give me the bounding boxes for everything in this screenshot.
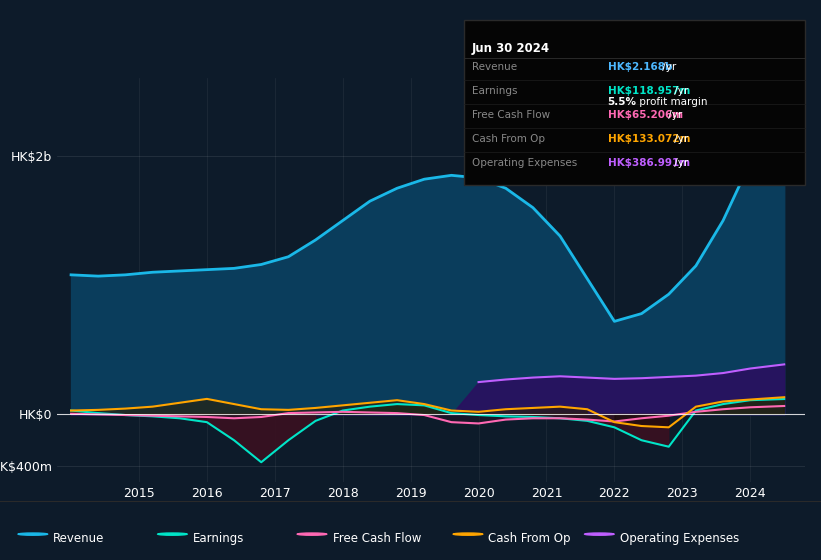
Text: Earnings: Earnings — [472, 86, 517, 96]
Text: 5.5%: 5.5% — [608, 97, 636, 107]
Text: HK$386.991m: HK$386.991m — [608, 158, 690, 168]
Text: /yr: /yr — [671, 134, 688, 144]
Text: /yr: /yr — [671, 86, 688, 96]
Text: /yr: /yr — [671, 158, 688, 168]
Circle shape — [585, 533, 614, 535]
Text: Free Cash Flow: Free Cash Flow — [333, 532, 421, 545]
Text: HK$118.957m: HK$118.957m — [608, 86, 690, 96]
Text: Free Cash Flow: Free Cash Flow — [472, 110, 550, 120]
Text: HK$2.168b: HK$2.168b — [608, 62, 672, 72]
Text: Cash From Op: Cash From Op — [488, 532, 571, 545]
Text: Jun 30 2024: Jun 30 2024 — [472, 42, 550, 55]
Text: Operating Expenses: Operating Expenses — [620, 532, 739, 545]
Circle shape — [453, 533, 483, 535]
Text: HK$133.072m: HK$133.072m — [608, 134, 690, 144]
Text: Revenue: Revenue — [53, 532, 105, 545]
Circle shape — [158, 533, 187, 535]
Text: Earnings: Earnings — [193, 532, 245, 545]
Text: HK$65.206m: HK$65.206m — [608, 110, 683, 120]
Text: Cash From Op: Cash From Op — [472, 134, 545, 144]
Text: /yr: /yr — [665, 110, 682, 120]
Circle shape — [18, 533, 48, 535]
Text: Revenue: Revenue — [472, 62, 517, 72]
Text: /yr: /yr — [659, 62, 677, 72]
Circle shape — [297, 533, 327, 535]
Text: Operating Expenses: Operating Expenses — [472, 158, 577, 168]
Text: profit margin: profit margin — [636, 97, 708, 107]
